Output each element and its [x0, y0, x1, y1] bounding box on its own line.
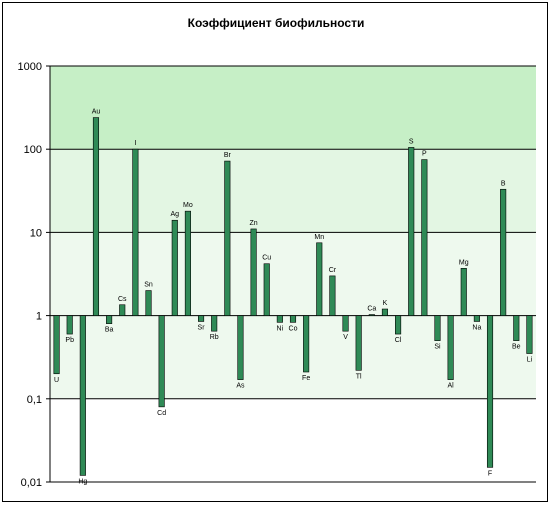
bar [106, 315, 113, 324]
data-label: Pb [65, 337, 74, 344]
y-tick-label: 10 [30, 227, 42, 239]
bar [513, 315, 520, 341]
bar [250, 228, 257, 316]
data-label: Ag [171, 211, 180, 218]
data-label: Au [92, 109, 101, 116]
data-label: Sn [144, 282, 153, 289]
y-tick-label: 0,01 [21, 477, 42, 489]
data-label: V [343, 334, 348, 341]
bar [119, 304, 126, 316]
bar [276, 315, 283, 323]
data-label: S [409, 138, 414, 145]
data-label: Mg [459, 259, 469, 266]
bar [526, 315, 533, 354]
plot-band-10-100 [50, 149, 536, 233]
data-label: Li [527, 357, 533, 364]
bar [132, 148, 139, 316]
data-label: Cl [395, 337, 402, 344]
data-label: Br [224, 152, 232, 159]
bar [486, 315, 494, 468]
bar [342, 315, 349, 332]
bar [473, 315, 480, 322]
bar [184, 210, 191, 316]
data-label: Zn [250, 220, 258, 227]
data-label: I [134, 140, 136, 147]
bar [158, 315, 165, 408]
data-label: As [236, 383, 245, 390]
bar [171, 219, 178, 316]
data-label: Ni [277, 325, 284, 332]
plot-band-0.01-0.1 [50, 398, 536, 482]
data-label: Tl [356, 373, 362, 380]
y-tick-label: 1000 [18, 61, 42, 73]
bar [460, 268, 467, 316]
bar [500, 188, 507, 316]
data-label: Sr [198, 324, 206, 331]
data-label: Co [289, 325, 298, 332]
chart-title: Коэффициент биофильности [187, 16, 365, 30]
y-tick-label: 0,1 [27, 394, 42, 406]
bar [408, 147, 415, 316]
bar [303, 315, 310, 373]
data-label: Cu [262, 255, 271, 262]
bar [53, 315, 60, 375]
bar [211, 315, 218, 332]
data-label: P [422, 151, 427, 158]
data-label: U [54, 377, 59, 384]
bar [198, 315, 205, 322]
data-label: Al [448, 383, 455, 390]
data-label: Fe [302, 375, 310, 382]
data-label: Mn [314, 234, 324, 241]
data-label: Mo [183, 202, 193, 209]
bar [224, 160, 231, 316]
bar [421, 159, 428, 316]
bar [79, 315, 86, 476]
plot-band-100-1000 [50, 66, 536, 150]
data-label: Ba [105, 327, 114, 334]
bar [368, 314, 375, 316]
bar [355, 315, 362, 371]
data-label: B [501, 180, 506, 187]
bar [237, 315, 244, 380]
bar [434, 315, 441, 341]
data-label: F [488, 470, 492, 477]
data-label: Na [472, 324, 481, 331]
data-label: Hg [78, 478, 87, 485]
data-label: Si [434, 344, 441, 351]
bar [66, 315, 73, 335]
data-label: Cd [157, 410, 166, 417]
data-label: Cs [118, 296, 127, 303]
bar [447, 315, 454, 380]
bar [263, 263, 270, 316]
bar [381, 308, 388, 316]
data-label: Be [512, 344, 521, 351]
bar [329, 275, 336, 316]
data-label: K [383, 300, 388, 307]
bar [316, 242, 323, 316]
data-label: Ca [367, 306, 376, 313]
bar [145, 290, 152, 316]
data-label: Rb [210, 334, 219, 341]
y-tick-label: 1 [36, 311, 42, 323]
bar [289, 315, 297, 323]
bar [92, 117, 100, 316]
data-label: Cr [329, 267, 337, 274]
y-tick-label: 100 [24, 144, 42, 156]
bar [395, 315, 402, 335]
